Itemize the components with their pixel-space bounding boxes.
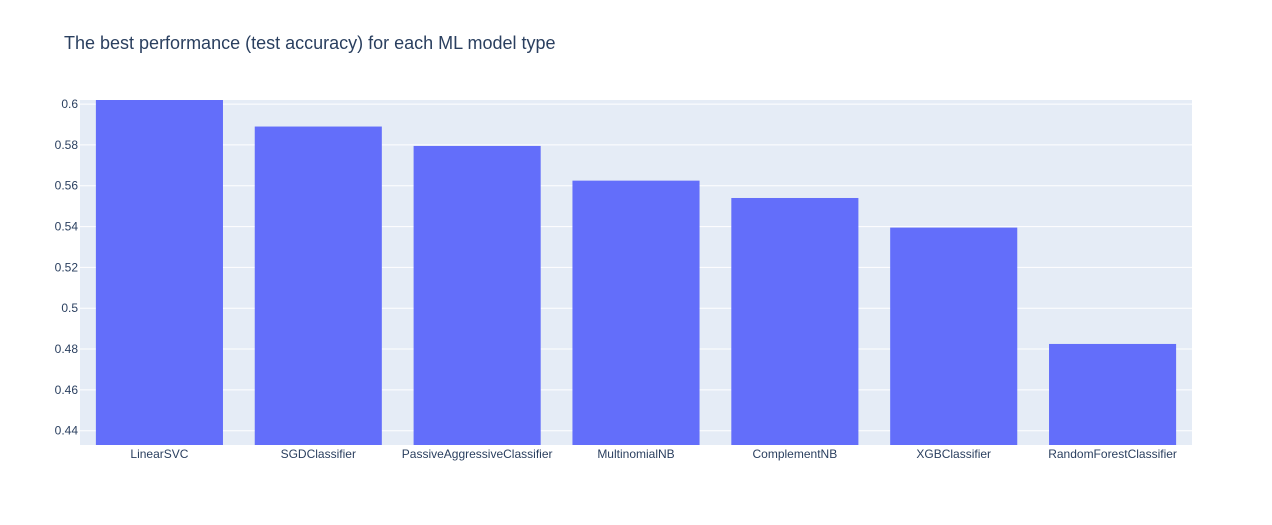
bar	[413, 145, 541, 445]
y-tick-label: 0.6	[61, 97, 78, 111]
chart-title: The best performance (test accuracy) for…	[64, 33, 556, 53]
y-tick-label: 0.46	[55, 383, 79, 397]
x-tick-label: SGDClassifier	[281, 447, 356, 461]
y-tick-label: 0.44	[55, 424, 79, 438]
x-tick-label: XGBClassifier	[916, 447, 991, 461]
bars	[95, 100, 1177, 446]
y-tick-label: 0.58	[55, 138, 79, 152]
y-tick-label: 0.52	[55, 260, 79, 274]
bar	[95, 100, 223, 445]
y-axis-ticks: 0.44 0.46 0.48 0.5 0.52 0.54 0.56 0.58 0.6	[55, 97, 79, 438]
x-tick-label: PassiveAggressiveClassifier	[402, 447, 553, 461]
x-tick-label: MultinomialNB	[597, 447, 674, 461]
x-tick-label: ComplementNB	[753, 447, 838, 461]
y-tick-label: 0.48	[55, 342, 79, 356]
x-axis-ticks: LinearSVC SGDClassifier PassiveAggressiveC…	[130, 447, 1177, 461]
x-tick-label: RandomForestClassifier	[1048, 447, 1177, 461]
y-tick-label: 0.54	[55, 220, 79, 234]
bar	[890, 227, 1018, 445]
bar	[1049, 343, 1177, 445]
y-tick-label: 0.56	[55, 179, 79, 193]
bar	[731, 197, 859, 445]
x-tick-label: LinearSVC	[130, 447, 188, 461]
y-tick-label: 0.5	[61, 301, 78, 315]
bar	[572, 180, 700, 445]
bar	[254, 126, 382, 446]
